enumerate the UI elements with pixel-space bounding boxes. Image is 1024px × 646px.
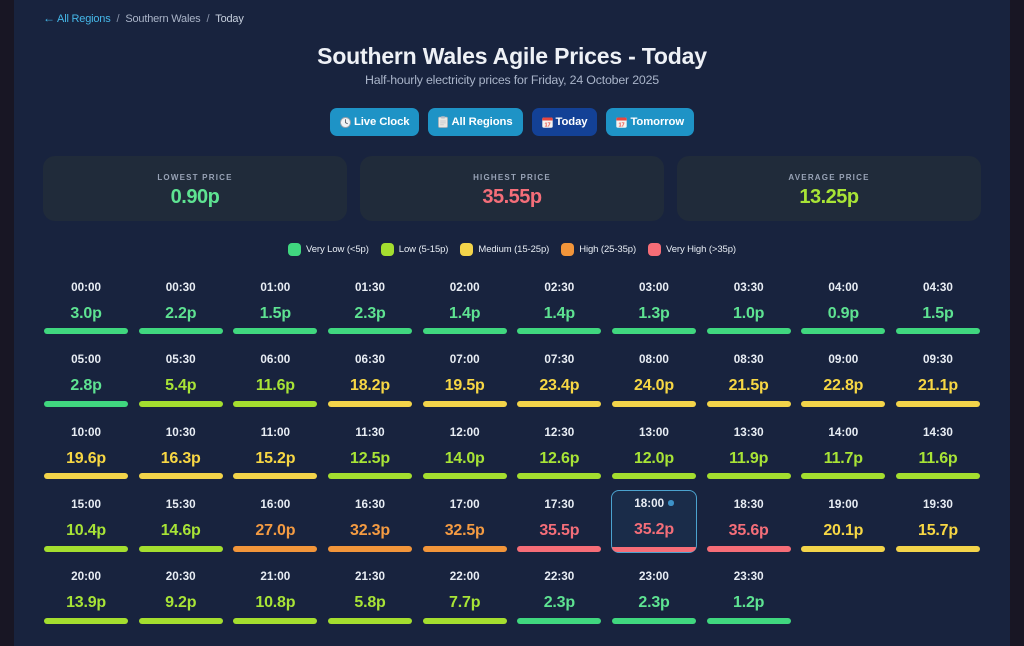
svg-text:17: 17 xyxy=(544,122,550,128)
svg-text:17: 17 xyxy=(619,122,625,128)
